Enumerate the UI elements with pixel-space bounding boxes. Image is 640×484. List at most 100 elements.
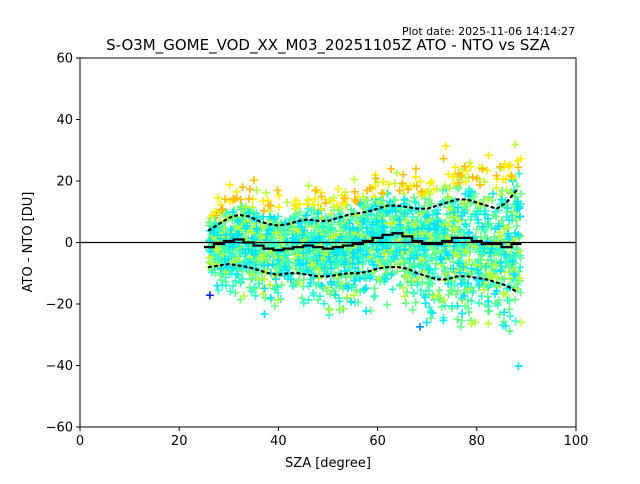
data-point xyxy=(458,309,467,318)
data-point xyxy=(247,234,256,243)
data-point xyxy=(296,260,305,269)
data-point xyxy=(239,292,248,301)
data-point xyxy=(402,216,411,225)
data-point xyxy=(290,213,299,222)
data-point xyxy=(451,163,460,172)
data-point xyxy=(378,216,387,225)
data-point xyxy=(439,295,448,304)
data-point xyxy=(303,266,312,275)
data-point xyxy=(274,289,283,298)
data-point xyxy=(362,250,371,259)
data-point xyxy=(284,258,293,267)
data-point xyxy=(276,233,285,242)
data-point xyxy=(449,264,458,273)
data-point xyxy=(497,262,506,271)
data-point xyxy=(411,298,420,307)
data-point xyxy=(454,217,463,226)
data-point xyxy=(332,281,341,290)
data-point xyxy=(338,304,347,313)
data-point xyxy=(268,260,277,269)
data-point xyxy=(441,301,450,310)
data-point xyxy=(416,177,425,186)
data-point xyxy=(317,192,326,201)
data-point xyxy=(425,199,434,208)
y-tick-label: −40 xyxy=(46,359,73,374)
data-point xyxy=(413,251,422,260)
data-point xyxy=(483,166,491,175)
data-point xyxy=(499,317,508,326)
data-point xyxy=(343,293,352,302)
data-point xyxy=(410,197,419,206)
data-point xyxy=(515,274,524,283)
data-point xyxy=(446,213,455,222)
data-point xyxy=(447,287,456,296)
data-point xyxy=(229,281,238,290)
data-point xyxy=(367,272,376,281)
x-tick-label: 40 xyxy=(270,434,287,449)
data-point xyxy=(299,275,308,284)
data-point xyxy=(205,291,214,300)
x-tick-label: 60 xyxy=(369,434,386,449)
data-point xyxy=(353,253,362,262)
data-point xyxy=(277,281,286,290)
data-point xyxy=(329,203,338,212)
data-point xyxy=(422,318,431,327)
data-point xyxy=(327,264,336,273)
data-point xyxy=(238,183,247,192)
data-point xyxy=(416,286,425,295)
data-point xyxy=(505,327,514,336)
data-point xyxy=(319,222,328,231)
data-point xyxy=(399,170,408,179)
data-point xyxy=(496,258,505,267)
data-point xyxy=(434,217,443,226)
data-point xyxy=(307,260,316,269)
x-tick-label: 20 xyxy=(171,434,188,449)
data-point xyxy=(485,219,494,228)
data-point xyxy=(310,194,319,203)
data-point xyxy=(259,222,268,231)
data-point xyxy=(321,198,330,207)
data-point xyxy=(484,281,493,290)
data-point xyxy=(456,171,465,180)
data-point xyxy=(248,203,257,212)
data-point xyxy=(487,244,496,253)
y-tick-label: 60 xyxy=(56,52,73,67)
data-point xyxy=(264,225,273,234)
data-point xyxy=(315,251,324,260)
data-point xyxy=(478,222,487,231)
x-tick-label: 0 xyxy=(76,434,84,449)
data-point xyxy=(466,187,475,196)
data-point xyxy=(309,252,318,261)
data-point xyxy=(493,301,502,310)
data-point xyxy=(327,225,336,234)
data-point xyxy=(473,275,482,284)
data-point xyxy=(229,208,238,217)
data-point xyxy=(444,279,453,288)
data-point xyxy=(514,267,523,276)
data-point xyxy=(424,286,433,295)
data-point xyxy=(505,305,514,314)
data-point xyxy=(245,258,254,267)
data-point xyxy=(286,275,295,284)
data-point xyxy=(299,298,308,307)
data-point xyxy=(271,228,280,237)
data-point xyxy=(333,201,342,210)
data-point xyxy=(433,209,442,218)
data-point xyxy=(454,178,463,187)
data-point xyxy=(350,276,359,285)
data-point xyxy=(388,206,397,215)
data-point xyxy=(450,218,459,227)
data-point xyxy=(324,252,333,261)
data-point xyxy=(386,197,395,206)
data-point xyxy=(435,286,444,295)
data-point xyxy=(472,225,481,234)
data-point xyxy=(486,248,495,257)
data-point xyxy=(337,232,346,241)
data-point xyxy=(457,294,466,303)
data-point xyxy=(242,264,251,273)
data-point xyxy=(317,204,326,213)
data-point xyxy=(511,229,520,238)
data-point xyxy=(397,257,406,266)
data-point xyxy=(320,264,329,273)
data-point xyxy=(216,276,225,285)
